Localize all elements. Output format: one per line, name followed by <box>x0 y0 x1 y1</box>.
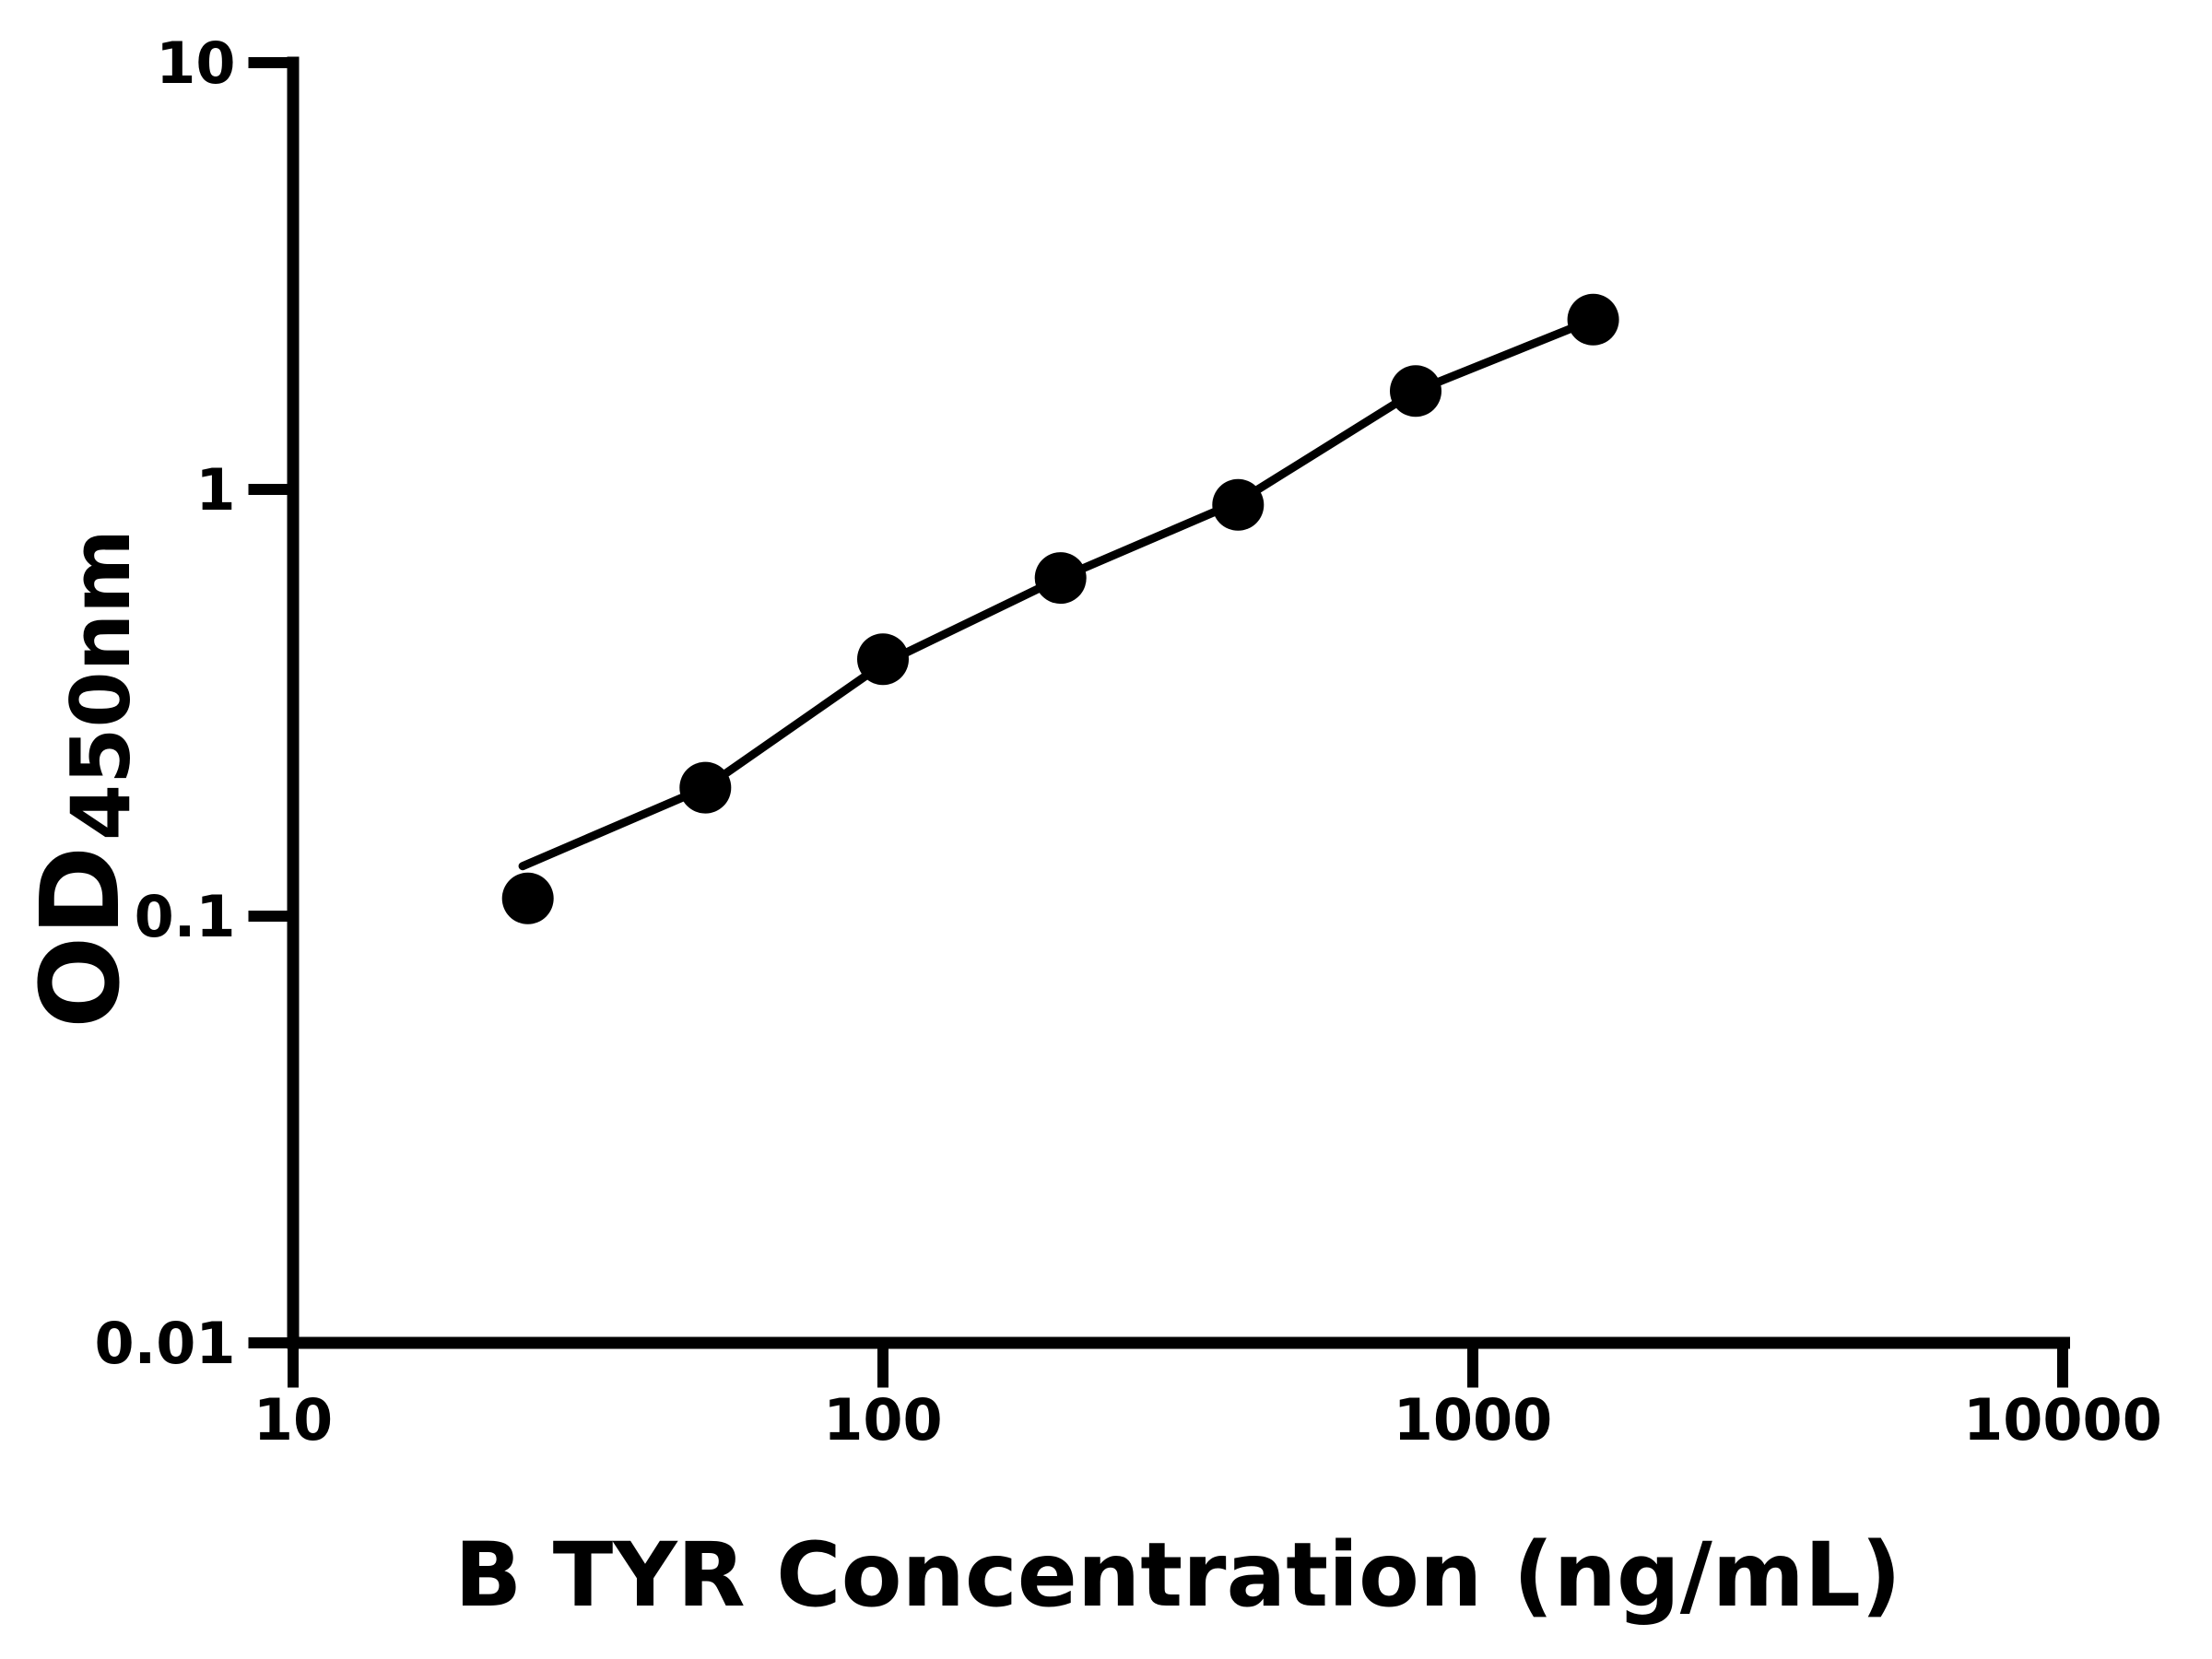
data-point-200 <box>1034 552 1087 605</box>
y-axis-title: OD 450nm <box>17 529 148 1029</box>
y-tick-label-0.01: 0.01 <box>95 1310 236 1377</box>
x-axis-ticks <box>288 1343 2068 1388</box>
x-tick-label-10: 10 <box>253 1386 333 1453</box>
data-points <box>501 293 1619 924</box>
axes <box>287 56 2070 1349</box>
data-point-50 <box>679 761 732 814</box>
data-point-25 <box>501 872 554 924</box>
data-point-1600 <box>1567 293 1619 346</box>
x-axis-tick-labels: 10 100 1000 10000 <box>253 1386 2162 1453</box>
y-axis-ticks <box>248 57 293 1348</box>
data-point-100 <box>857 633 909 686</box>
x-tick-label-10000: 10000 <box>1963 1386 2162 1453</box>
y-axis-tick-labels: 10 1 0.1 0.01 <box>95 29 236 1377</box>
y-tick-label-0.1: 0.1 <box>135 883 236 950</box>
x-axis-title: B TYR Concentration (ng/mL) <box>454 1524 1901 1627</box>
data-point-800 <box>1390 365 1441 418</box>
data-point-400 <box>1212 478 1265 531</box>
y-axis-title-subscript: 450nm <box>53 529 148 841</box>
y-tick-label-10: 10 <box>156 29 235 97</box>
x-tick-label-1000: 1000 <box>1394 1386 1553 1453</box>
y-axis-title-main: OD <box>17 846 144 1029</box>
x-tick-label-100: 100 <box>823 1386 942 1453</box>
y-tick-label-1: 1 <box>195 456 235 524</box>
